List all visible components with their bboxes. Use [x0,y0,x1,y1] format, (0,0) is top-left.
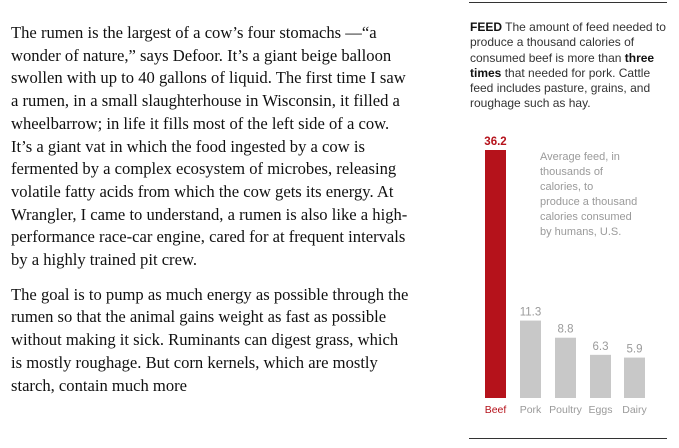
chart-annotation-line: Average feed, in [540,151,620,163]
sidebar-caption: FEED The amount of feed needed to produc… [470,20,668,112]
article-body: The rumen is the largest of a cow’s four… [11,22,411,409]
chart-annotation: Average feed, in thousands of calories, to… [540,151,637,238]
bar-dairy [624,357,645,398]
feed-sidebar: FEED The amount of feed needed to produc… [469,0,667,448]
chart-annotation-line: produce a thousand [540,196,637,208]
caption-text-part2: that needed for pork. Cattle feed includ… [470,65,651,111]
category-label-poultry: Poultry [549,404,582,416]
bar-beef [485,150,506,398]
category-label-pork: Pork [520,404,542,416]
category-label-dairy: Dairy [622,404,647,416]
bar-pork [520,320,541,398]
value-label-beef: 36.2 [484,136,506,148]
sidebar-top-rule [469,2,667,3]
value-label-dairy: 5.9 [627,344,643,356]
caption-bold-text: three times [470,50,655,80]
bar-eggs [590,354,611,398]
value-label-pork: 11.3 [520,307,542,319]
feed-bar-chart: 36.2 Beef 11.3 Pork 8.8 Poultry 6.3 Eggs 5.9 Dair… [484,136,647,416]
chart-annotation-line: thousands of [540,166,604,178]
chart-annotation-line: by humans, U.S. [540,226,621,238]
category-label-beef: Beef [485,404,507,416]
value-label-poultry: 8.8 [558,324,574,336]
caption-text-part1: The amount of feed needed to produce a t… [470,20,666,65]
chart-annotation-line: calories, to [540,181,593,193]
article-paragraph-1: The rumen is the largest of a cow’s four… [11,23,408,270]
caption-kicker: FEED [470,20,503,34]
sidebar-bottom-rule [469,438,667,439]
category-label-eggs: Eggs [589,404,613,416]
bar-poultry [555,337,576,398]
article-paragraph-2: The goal is to pump as much energy as po… [11,284,409,395]
value-label-eggs: 6.3 [593,341,609,353]
chart-annotation-line: calories consumed [540,211,632,223]
